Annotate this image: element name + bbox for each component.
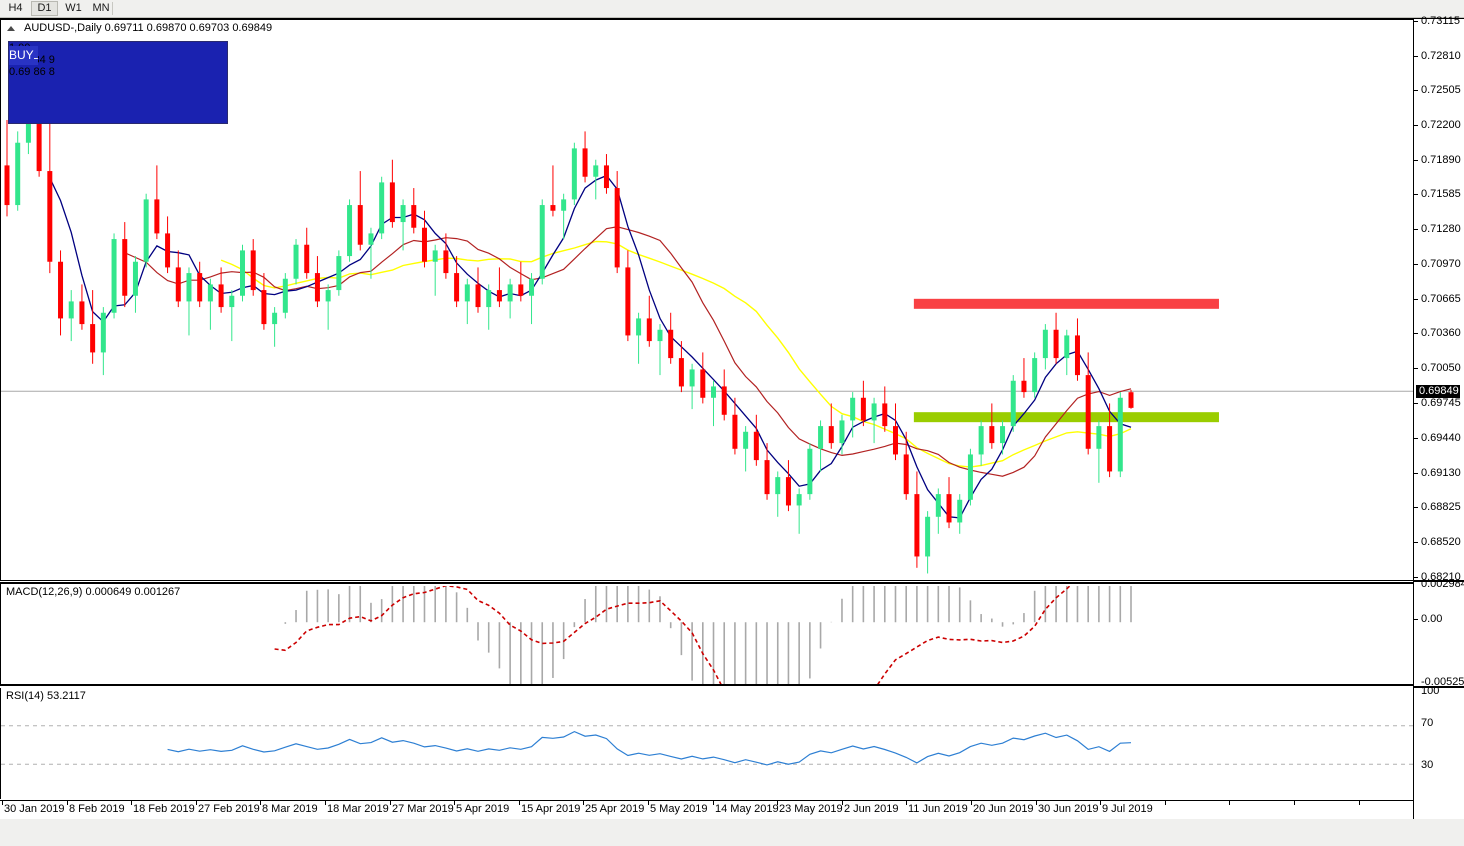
chart-collapse-icon[interactable] (7, 26, 15, 31)
macd-signal-line (274, 586, 1071, 684)
rsi-pane[interactable]: RSI(14) 53.2117 (0, 688, 1413, 799)
timeframe-toolbar: H4 D1 W1 MN (0, 0, 1464, 18)
date-axis-label: 15 Apr 2019 (521, 803, 581, 815)
macd-label: MACD(12,26,9) 0.000649 0.001267 (6, 586, 181, 598)
timeframe-h4[interactable]: H4 (8, 2, 23, 14)
buy-button[interactable]: BUY (9, 46, 34, 65)
date-axis-label: 8 Mar 2019 (262, 803, 318, 815)
date-axis-label: 27 Feb 2019 (198, 803, 260, 815)
buy-price-big: 86 (33, 66, 46, 78)
date-axis-label: 30 Jun 2019 (1038, 803, 1099, 815)
date-axis-label: 5 May 2019 (650, 803, 708, 815)
current-price-label: 0.69849 (1416, 385, 1460, 398)
date-axis-label: 30 Jan 2019 (4, 803, 65, 815)
date-axis-label: 20 Jun 2019 (973, 803, 1034, 815)
date-axis-label: 18 Feb 2019 (133, 803, 195, 815)
date-axis-label: 9 Jul 2019 (1102, 803, 1153, 815)
timeframe-mn[interactable]: MN (92, 2, 110, 14)
macd-histogram (284, 586, 1132, 684)
date-axis-label: 23 May 2019 (779, 803, 843, 815)
price-chart-svg (1, 97, 1413, 574)
date-axis-label: 11 Jun 2019 (908, 803, 968, 815)
rsi-chart-svg (1, 725, 1413, 766)
sell-price-fraction: 9 (48, 54, 55, 66)
chart-window[interactable]: AUDUSD-,Daily 0.69711 0.69870 0.69703 0.… (0, 16, 1464, 819)
date-axis-label: 27 Mar 2019 (392, 803, 454, 815)
volume-input[interactable]: 1.00 (9, 42, 227, 54)
buy-quote[interactable]: 0.69 86 8 (9, 66, 227, 78)
date-axis-label: 5 Apr 2019 (456, 803, 510, 815)
resistance-zone[interactable] (913, 298, 1219, 309)
rsi-line (167, 730, 1132, 766)
chart-title-text: AUDUSD-,Daily 0.69711 0.69870 0.69703 0.… (24, 22, 273, 34)
date-axis-label: 14 May 2019 (715, 803, 779, 815)
support-zone[interactable] (913, 412, 1219, 423)
volume-value: 1.00 (9, 42, 227, 54)
sell-quote[interactable]: 0.69 84 9 (9, 54, 227, 66)
date-axis-label: 8 Feb 2019 (69, 803, 125, 815)
date-axis-label: 18 Mar 2019 (327, 803, 389, 815)
one-click-trading-panel[interactable]: SELL 1.00 BUY 0.69 84 9 0.69 86 8 (8, 41, 228, 124)
price-pane[interactable] (0, 19, 1413, 581)
timeframe-d1[interactable]: D1 (31, 1, 58, 16)
rsi-label: RSI(14) 53.2117 (6, 690, 86, 702)
macd-chart-svg (274, 586, 1132, 684)
candlestick-series (4, 97, 1134, 574)
buy-price-prefix: 0.69 (9, 66, 31, 78)
buy-price-fraction: 8 (48, 66, 55, 78)
timeframe-w1[interactable]: W1 (65, 2, 82, 14)
price-scale[interactable]: 0.73115 0.72810 0.72505 0.72200 0.71890 0.715… (1413, 16, 1464, 819)
date-axis[interactable]: 30 Jan 2019 8 Feb 2019 18 Feb 2019 27 Feb 2… (0, 800, 1413, 819)
pane-divider (0, 580, 1413, 581)
toolbar-separator (112, 2, 113, 15)
macd-pane[interactable]: MACD(12,26,9) 0.000649 0.001267 (0, 582, 1413, 686)
date-axis-label: 25 Apr 2019 (585, 803, 645, 815)
date-axis-label: 2 Jun 2019 (844, 803, 899, 815)
